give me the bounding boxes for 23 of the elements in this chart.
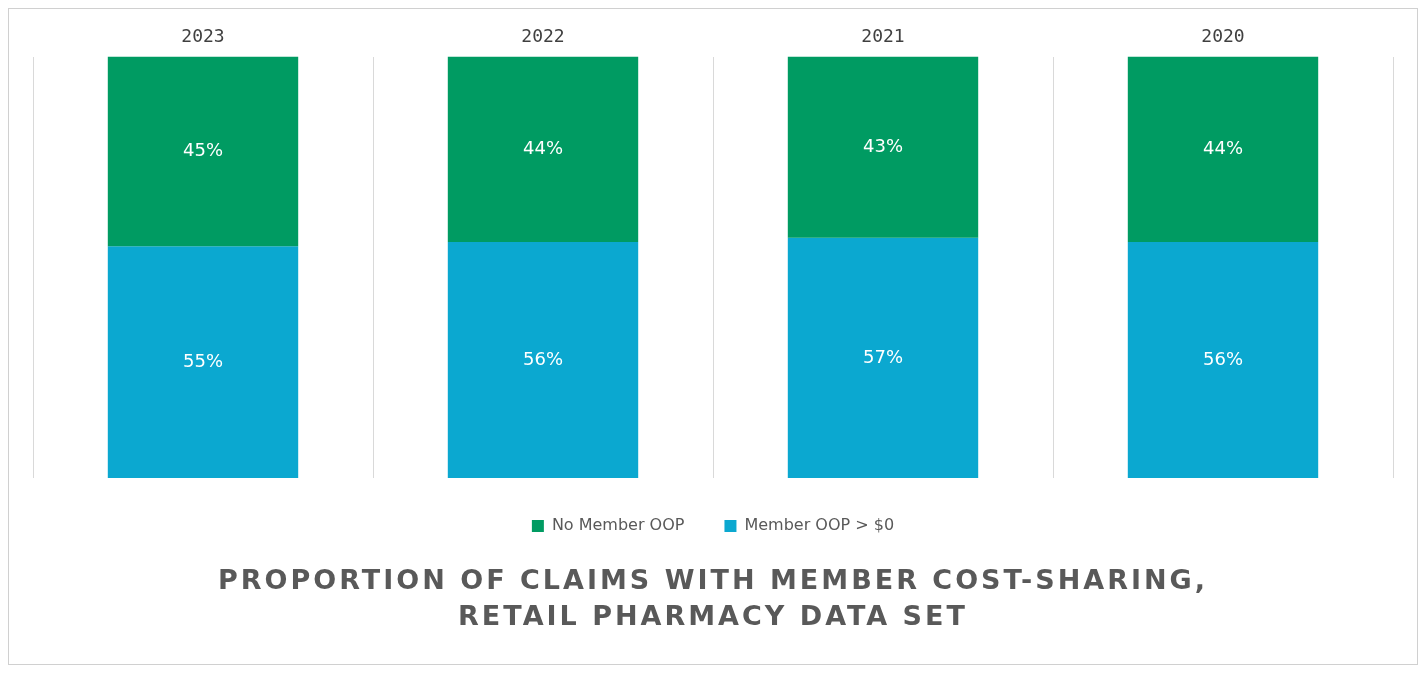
data-label: 56%: [1202, 347, 1244, 369]
legend-label: Member OOP > $0: [744, 515, 895, 535]
bar: [787, 237, 979, 478]
bar: [787, 56, 979, 238]
bar: [107, 56, 299, 247]
data-label: 55%: [182, 349, 224, 371]
legend-label: No Member OOP: [551, 515, 685, 535]
bar: [447, 56, 639, 243]
data-label: 43%: [862, 134, 904, 156]
data-label: 57%: [862, 345, 904, 367]
bar: [447, 242, 639, 478]
data-label: 44%: [522, 136, 564, 158]
data-label: 45%: [182, 139, 224, 161]
bar: [107, 246, 299, 478]
bar: [1127, 242, 1319, 478]
bar: [1127, 56, 1319, 243]
text: PROPORTION OF CLAIMS WITH MEMBER COST-SHARING, RETAIL PHARMACY DATA SET: [217, 563, 1209, 633]
data-label: 56%: [522, 347, 564, 369]
x-tick-label: 2021: [861, 25, 905, 47]
x-tick-label: 2023: [181, 25, 225, 47]
x-tick-label: 2020: [1201, 25, 1245, 47]
x-tick-label: 2022: [521, 25, 565, 47]
data-label: 44%: [1202, 136, 1244, 158]
